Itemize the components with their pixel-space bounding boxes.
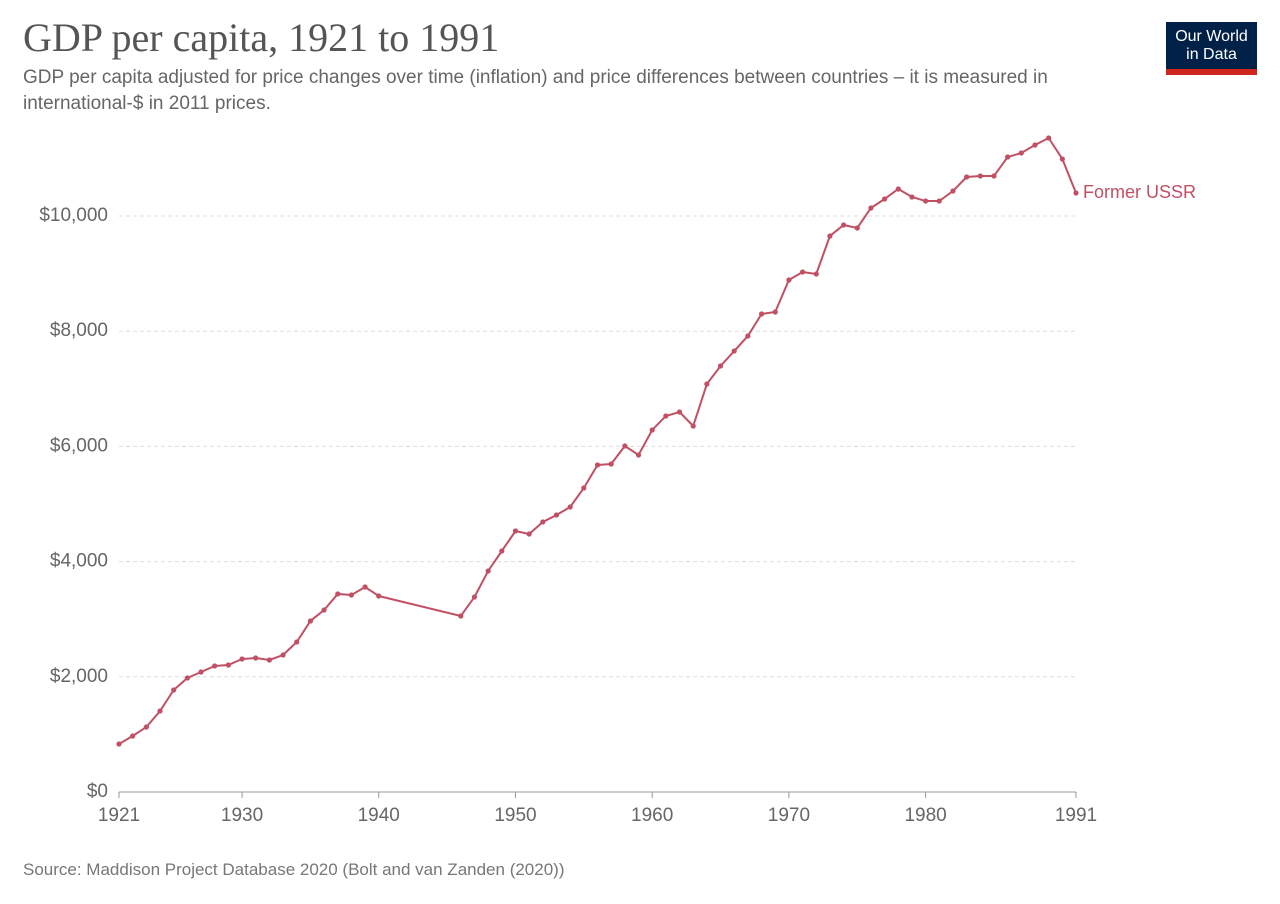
data-point <box>581 485 587 491</box>
data-point <box>594 462 601 468</box>
data-point <box>690 423 696 429</box>
y-tick-label: $10,000 <box>39 205 108 226</box>
data-point <box>977 173 983 179</box>
logo-text: in Data <box>1186 46 1237 63</box>
data-point <box>307 618 313 624</box>
y-tick-label: $6,000 <box>50 435 108 456</box>
y-tick-label: $8,000 <box>50 320 108 341</box>
x-tick-label: 1991 <box>1055 805 1097 826</box>
data-point <box>485 568 491 574</box>
data-point <box>758 311 765 317</box>
y-tick-label: $4,000 <box>50 551 108 572</box>
data-point <box>526 531 532 537</box>
data-point <box>362 584 368 590</box>
data-point <box>1073 190 1079 196</box>
data-point <box>923 198 929 204</box>
chart-subtitle: GDP per capita adjusted for price change… <box>23 67 1048 114</box>
data-point <box>225 662 231 668</box>
data-point <box>840 222 847 228</box>
chart-title: GDP per capita, 1921 to 1991 <box>23 15 500 60</box>
data-point <box>663 413 669 419</box>
data-point <box>471 594 478 600</box>
series-label: Former USSR <box>1083 182 1196 202</box>
data-point <box>143 724 149 730</box>
data-point <box>950 188 956 194</box>
data-point <box>553 512 560 518</box>
data-point <box>1046 135 1052 141</box>
x-tick-label: 1970 <box>768 805 810 826</box>
x-tick-label: 1940 <box>358 805 400 826</box>
data-point <box>540 519 546 525</box>
data-point <box>676 409 683 415</box>
data-point <box>991 173 997 179</box>
data-point <box>649 427 655 433</box>
data-point <box>635 452 642 458</box>
data-point <box>1018 150 1024 156</box>
data-point <box>335 591 341 597</box>
logo-text: Our World <box>1175 28 1248 45</box>
data-point <box>964 174 970 180</box>
data-point <box>704 381 710 387</box>
data-point <box>731 348 737 354</box>
y-tick-label: $2,000 <box>50 666 108 687</box>
data-point <box>868 205 874 211</box>
data-point <box>936 198 942 204</box>
data-point <box>171 687 177 693</box>
data-point <box>1032 142 1038 148</box>
data-point <box>116 741 122 747</box>
data-point <box>567 504 573 510</box>
data-point <box>157 708 163 714</box>
data-point <box>130 733 136 739</box>
data-point <box>499 548 505 554</box>
data-point <box>266 657 272 663</box>
data-point <box>608 461 614 467</box>
data-point <box>854 225 860 231</box>
data-point <box>909 194 915 200</box>
x-tick-label: 1960 <box>631 805 673 826</box>
data-point <box>458 613 464 619</box>
data-point <box>717 363 724 369</box>
data-point <box>198 669 204 675</box>
data-point <box>745 333 751 339</box>
data-point <box>895 186 901 192</box>
data-point <box>813 271 819 277</box>
data-point <box>294 639 300 645</box>
x-tick-label: 1921 <box>98 805 140 826</box>
x-tick-label: 1930 <box>221 805 263 826</box>
data-point <box>253 655 259 661</box>
data-point <box>212 663 218 669</box>
series-line <box>118 136 1077 745</box>
data-point <box>622 443 628 449</box>
data-point <box>184 675 190 681</box>
data-point <box>786 277 792 283</box>
data-point <box>882 196 888 202</box>
x-tick-label: 1980 <box>904 805 946 826</box>
y-tick-label: $0 <box>87 781 108 802</box>
logo[interactable]: Our World in Data <box>1166 22 1257 75</box>
data-point <box>321 607 327 613</box>
source: Source: Maddison Project Database 2020 (… <box>23 860 565 879</box>
data-point <box>376 593 382 599</box>
data-point <box>348 592 355 598</box>
data-point <box>827 233 833 239</box>
data-point <box>772 309 778 315</box>
data-point <box>799 269 806 275</box>
x-tick-label: 1950 <box>494 805 536 826</box>
data-point <box>239 656 245 662</box>
data-point <box>1005 154 1011 160</box>
data-point <box>1059 156 1065 162</box>
data-point <box>512 528 519 534</box>
data-point <box>280 652 286 658</box>
